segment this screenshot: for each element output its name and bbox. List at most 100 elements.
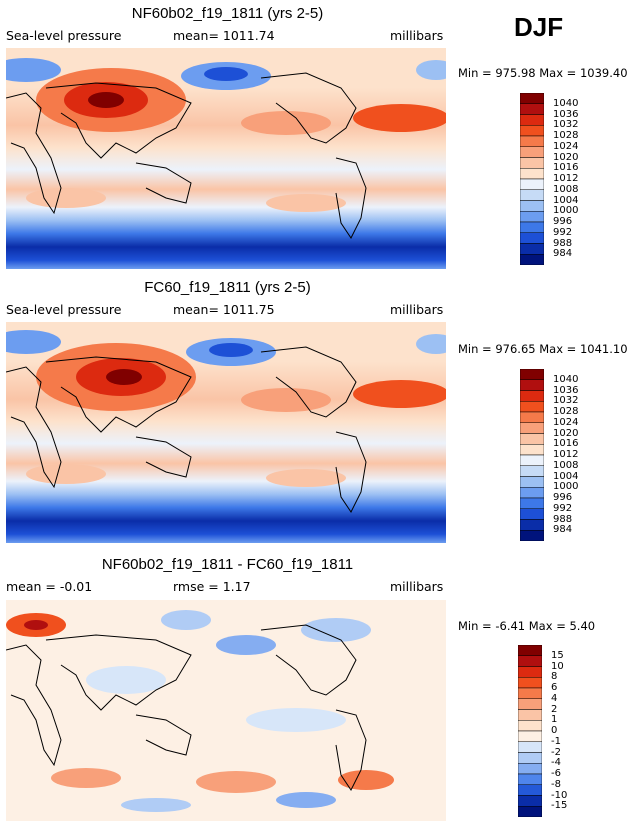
colorbar-tick-label: 996 <box>553 216 573 227</box>
colorbar-tick-label: 1008 <box>553 183 579 195</box>
colorbar-swatch <box>520 157 544 169</box>
colorbar-swatch <box>520 103 544 115</box>
colorbar-tick-label: -4 <box>551 757 561 769</box>
colorbar-tick-label: 15 <box>551 649 564 661</box>
colorbar-tick-label: 1004 <box>553 470 579 482</box>
colorbar-swatch <box>518 677 542 689</box>
colorbar-tick-label: 1016 <box>553 162 579 174</box>
colorbar-tick-label: 1024 <box>553 416 579 428</box>
colorbar-tick-label: -15 <box>551 800 568 812</box>
colorbar-tick-label: -6 <box>551 768 561 779</box>
colorbar-tick-label: -2 <box>551 746 561 758</box>
colorbar-swatch <box>520 444 544 456</box>
colorbar-tick-label: 1012 <box>553 173 579 184</box>
colorbar-swatch <box>520 454 544 466</box>
colorbar-tick-label: -8 <box>551 778 561 790</box>
colorbar-tick-label: 10 <box>551 660 564 672</box>
panel2-colorbar-labels: 1040 1036 1032 1028 1024 1020 1016 1012 1008 1004… <box>553 369 613 541</box>
panel1-units-label: millibars <box>390 28 444 43</box>
colorbar-tick-label: 1032 <box>553 119 579 131</box>
colorbar-tick-label: 1028 <box>553 406 579 417</box>
colorbar-swatch <box>520 232 544 244</box>
colorbar-swatch <box>520 221 544 233</box>
colorbar-swatch <box>520 254 544 265</box>
panel2-variable-label: Sea-level pressure <box>6 302 122 317</box>
colorbar-swatch <box>520 114 544 126</box>
colorbar-swatch <box>520 465 544 477</box>
panel1-title: NF60b02_f19_1811 (yrs 2-5) <box>131 5 324 22</box>
colorbar-swatch <box>518 784 542 796</box>
colorbar-tick-label: 984 <box>553 524 573 536</box>
colorbar-swatch <box>520 422 544 434</box>
colorbar-tick-label: 0 <box>551 725 558 736</box>
colorbar-swatch <box>518 720 542 732</box>
colorbar-tick-label: 1020 <box>553 151 579 163</box>
colorbar-swatch <box>518 687 542 699</box>
colorbar-swatch <box>518 645 542 656</box>
colorbar-tick-label: 1040 <box>553 97 579 109</box>
colorbar-tick-label: 4 <box>551 692 558 704</box>
colorbar-tick-label: 992 <box>553 226 573 238</box>
colorbar-swatch <box>520 211 544 223</box>
colorbar-tick-label: 1036 <box>553 108 579 120</box>
colorbar-tick-label: 996 <box>553 492 573 503</box>
colorbar-tick-label: 988 <box>553 513 573 525</box>
colorbar-tick-label: 1036 <box>553 384 579 396</box>
panel2-colorbar <box>520 369 544 541</box>
panel1-icelandic-low <box>6 58 61 82</box>
colorbar-tick-label: 988 <box>553 237 573 249</box>
panel2-mean-label: mean= 1011.75 <box>173 302 275 317</box>
colorbar-swatch <box>518 698 542 710</box>
colorbar-tick-label: -1 <box>551 735 561 747</box>
colorbar-swatch <box>518 752 542 764</box>
colorbar-tick-label: 1028 <box>553 130 579 141</box>
colorbar-swatch <box>520 433 544 445</box>
colorbar-swatch <box>520 497 544 509</box>
panel1-map <box>6 48 446 269</box>
colorbar-tick-label: 992 <box>553 502 573 514</box>
colorbar-tick-label: 984 <box>553 248 573 260</box>
colorbar-swatch <box>520 135 544 147</box>
colorbar-tick-label: 1024 <box>553 140 579 152</box>
colorbar-swatch <box>520 189 544 201</box>
colorbar-swatch <box>518 655 542 667</box>
colorbar-swatch <box>520 125 544 137</box>
colorbar-tick-label: 1020 <box>553 427 579 439</box>
panel3-rmse-label: rmse = 1.17 <box>173 579 251 594</box>
panel3-mean-label: mean = -0.01 <box>6 579 93 594</box>
panel2-title: FC60_f19_1811 (yrs 2-5) <box>144 279 311 296</box>
panel1-colorbar <box>520 93 544 265</box>
panel1-mean-label: mean= 1011.74 <box>173 28 275 43</box>
panel3-title: NF60b02_f19_1811 - FC60_f19_1811 <box>101 556 354 573</box>
colorbar-swatch <box>520 476 544 488</box>
colorbar-swatch <box>520 487 544 499</box>
colorbar-swatch <box>518 709 542 721</box>
colorbar-swatch <box>520 508 544 520</box>
colorbar-tick-label: 1008 <box>553 459 579 471</box>
panel3-colorbar <box>518 645 542 817</box>
colorbar-swatch <box>520 390 544 402</box>
colorbar-swatch <box>520 379 544 391</box>
colorbar-swatch <box>520 369 544 380</box>
colorbar-swatch <box>520 519 544 531</box>
panel1-colorbar-labels: 1040 1036 1032 1028 1024 1020 1016 1012 1008 1004… <box>553 93 613 265</box>
colorbar-swatch <box>520 200 544 212</box>
colorbar-swatch <box>520 411 544 423</box>
panel1-minmax: Min = 975.98 Max = 1039.40 <box>458 66 628 80</box>
colorbar-swatch <box>518 806 542 817</box>
panel2-units-label: millibars <box>390 302 444 317</box>
colorbar-swatch <box>520 401 544 413</box>
colorbar-tick-label: 2 <box>551 703 558 715</box>
colorbar-tick-label: 1016 <box>553 438 579 450</box>
panel3-units-label: millibars <box>390 579 444 594</box>
colorbar-swatch <box>520 243 544 255</box>
colorbar-tick-label: 1 <box>551 714 558 726</box>
colorbar-tick-label: 8 <box>551 671 558 683</box>
colorbar-tick-label: 1004 <box>553 194 579 206</box>
colorbar-tick-label: 1040 <box>553 373 579 385</box>
colorbar-swatch <box>520 168 544 180</box>
colorbar-tick-label: 6 <box>551 682 558 693</box>
panel2-icelandic-low <box>6 330 61 354</box>
colorbar-tick-label: 1012 <box>553 449 579 460</box>
panel3-colorbar-labels: 15 10 8 6 4 2 1 0 -1 -2 -4 -6 -8 -10 -15 <box>551 645 611 817</box>
